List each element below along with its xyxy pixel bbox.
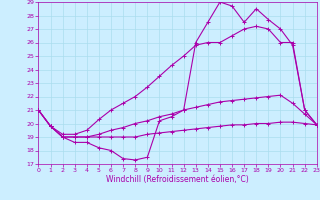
X-axis label: Windchill (Refroidissement éolien,°C): Windchill (Refroidissement éolien,°C) [106,175,249,184]
